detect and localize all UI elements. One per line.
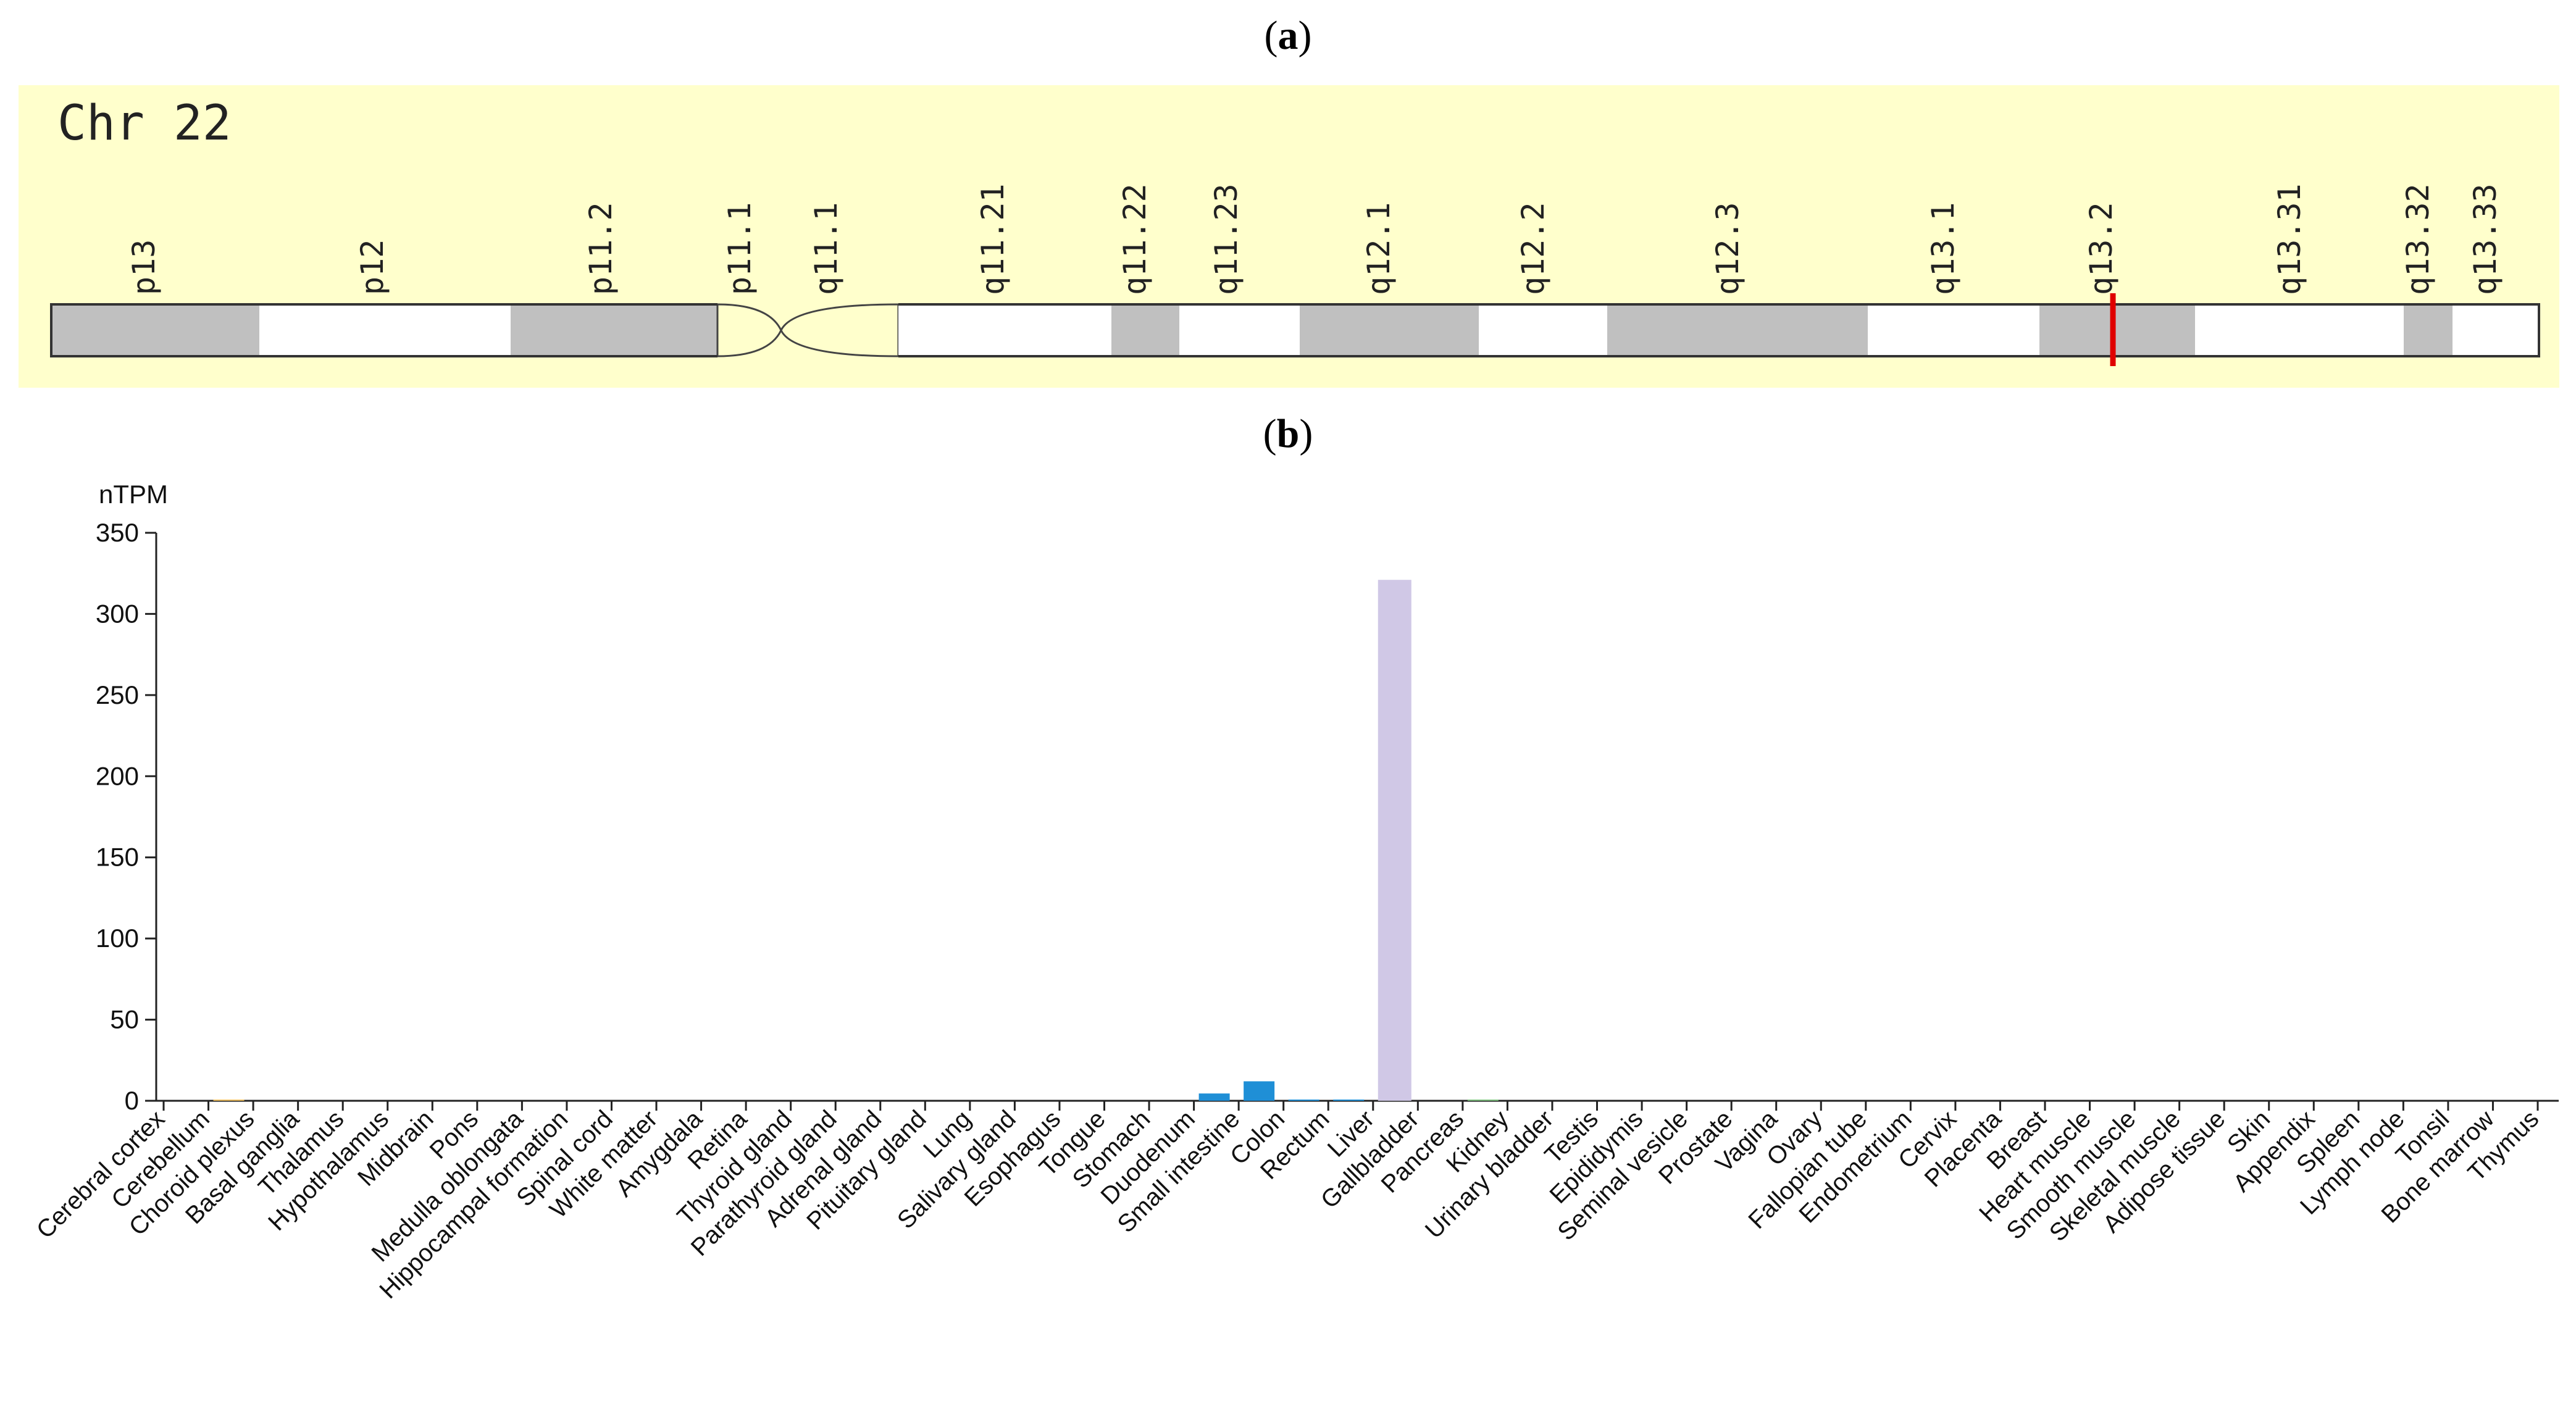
bar-pancreas — [1467, 1100, 1499, 1101]
y-tick-label: 150 — [96, 843, 139, 872]
chromosome-title: Chr 22 — [57, 96, 232, 151]
band-label-q11-21: q11.21 — [975, 183, 1011, 295]
band-label-q11-1: q11.1 — [808, 202, 844, 295]
bar-colon — [1288, 1100, 1319, 1101]
q-arm-outline — [898, 303, 2540, 357]
band-q12-2 — [1479, 304, 1607, 356]
band-q12-1 — [1300, 304, 1479, 356]
band-p13 — [51, 304, 259, 356]
y-axis-label: nTPM — [99, 480, 168, 509]
bar-duodenum — [1198, 1093, 1230, 1101]
panel-a-letter: a — [1278, 13, 1298, 58]
band-label-q13-32: q13.32 — [2400, 183, 2436, 295]
panel-b-label: (b) — [1263, 411, 1313, 456]
bar-cerebellum — [213, 1100, 245, 1101]
band-label-q13-1: q13.1 — [1925, 202, 1961, 295]
band-q13-31 — [2195, 304, 2404, 356]
band-q13-2 — [2039, 304, 2195, 356]
band-label-q12-1: q12.1 — [1361, 202, 1397, 295]
y-tick-label: 250 — [96, 680, 139, 709]
band-label-p12: p12 — [354, 240, 390, 295]
band-label-p11-1: p11.1 — [722, 202, 758, 295]
band-q11-21 — [898, 304, 1111, 356]
y-tick-label: 350 — [96, 518, 139, 547]
y-tick-label: 0 — [125, 1086, 139, 1115]
band-label-p13: p13 — [126, 240, 162, 295]
band-q11-22 — [1111, 304, 1179, 356]
band-label-p11-2: p11.2 — [583, 202, 619, 295]
band-label-q13-2: q13.2 — [2083, 202, 2119, 295]
y-tick-label: 200 — [96, 761, 139, 790]
band-q12-3 — [1607, 304, 1868, 356]
chromosome-ideogram: p13 p12 p11.2 p11.1 q11.1 q11.21 q11.22 q11.23 q… — [50, 183, 2540, 366]
band-p12 — [259, 304, 511, 356]
band-p11-2 — [511, 304, 717, 356]
y-tick-label: 300 — [96, 599, 139, 628]
band-q11-23 — [1179, 304, 1300, 356]
band-q13-33 — [2453, 304, 2539, 356]
band-label-q11-23: q11.23 — [1208, 183, 1244, 295]
band-label-q12-3: q12.3 — [1710, 202, 1746, 295]
y-tick-label: 50 — [110, 1005, 139, 1034]
bar-small-intestine — [1244, 1081, 1275, 1101]
band-q11-1 — [780, 303, 900, 357]
band-label-q12-2: q12.2 — [1515, 202, 1551, 295]
band-q13-32 — [2404, 304, 2453, 356]
y-tick-label: 100 — [96, 924, 139, 953]
panel-a-label: (a) — [1264, 13, 1312, 58]
band-label-q11-22: q11.22 — [1117, 183, 1153, 295]
band-label-q13-33: q13.33 — [2467, 183, 2503, 295]
bar-rectum — [1333, 1100, 1365, 1101]
p-arm-outline — [50, 303, 717, 357]
band-q13-1 — [1868, 304, 2039, 356]
panel-b-letter: b — [1276, 411, 1300, 456]
band-label-q13-31: q13.31 — [2272, 183, 2307, 295]
bar-liver — [1378, 580, 1411, 1101]
